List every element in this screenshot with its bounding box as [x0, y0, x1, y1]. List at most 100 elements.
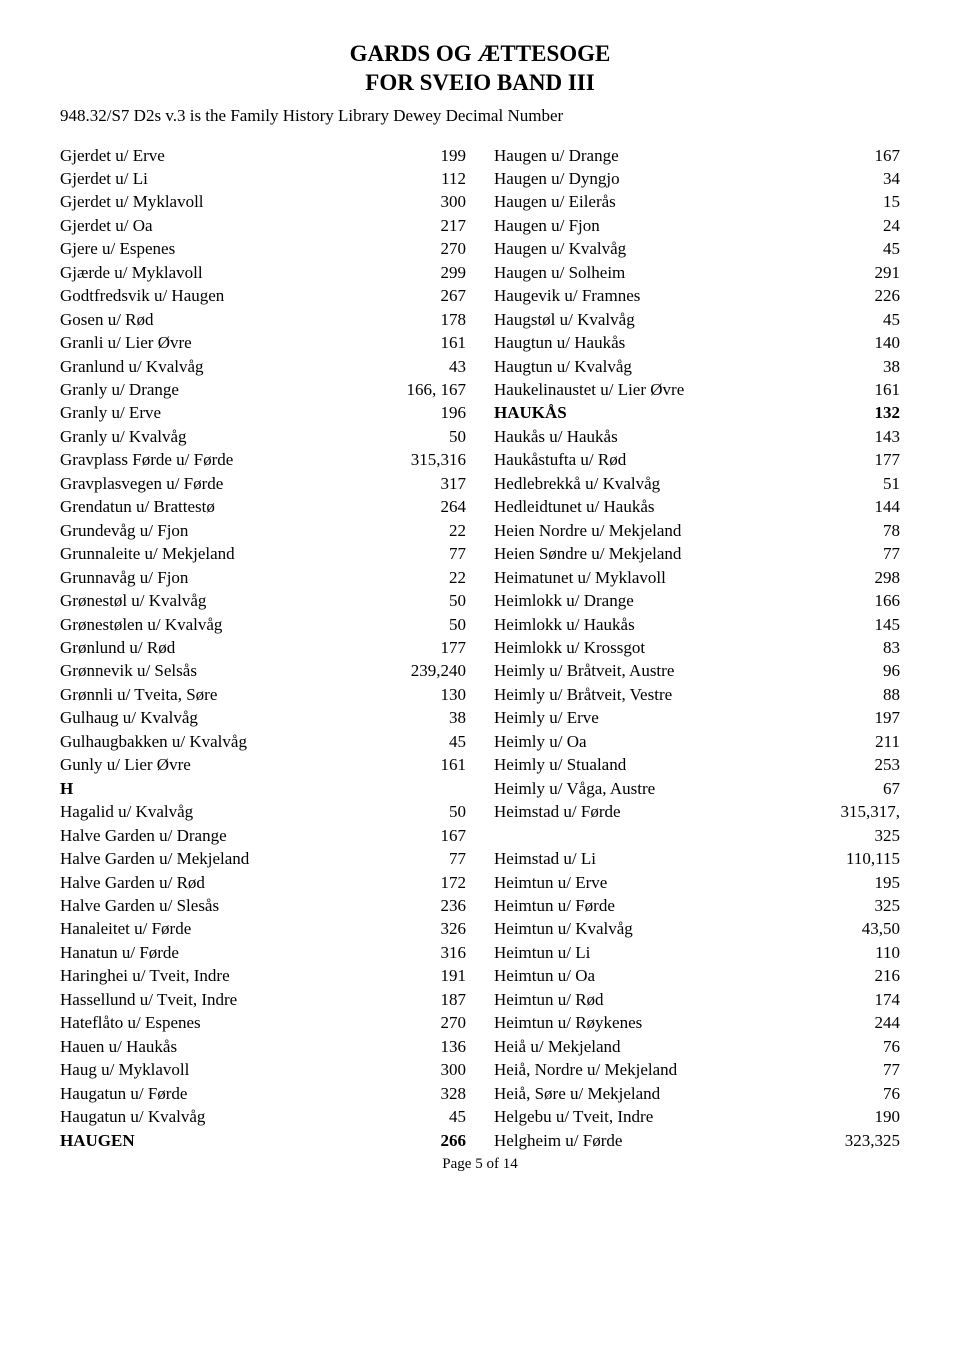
entry-name: Heimlokk u/ Drange	[494, 589, 634, 612]
index-entry: Heimlokk u/ Haukås145	[494, 613, 900, 636]
entry-name: Halve Garden u/ Mekjeland	[60, 847, 249, 870]
index-entry: Heimtun u/ Førde 325	[494, 894, 900, 917]
index-entry: Haugtun u/ Haukås140	[494, 331, 900, 354]
index-entry: Heimtun u/ Rød 174	[494, 988, 900, 1011]
entry-name: Gjere u/ Espenes	[60, 237, 175, 260]
entry-name: Heimtun u/ Rød	[494, 988, 604, 1011]
entry-page: 144	[867, 495, 901, 518]
entry-page: 226	[867, 284, 901, 307]
index-entry: Grunnaleite u/ Mekjeland 77	[60, 542, 466, 565]
entry-name: Gjærde u/ Myklavoll	[60, 261, 203, 284]
index-entry: Hassellund u/ Tveit, Indre187	[60, 988, 466, 1011]
index-entry: Heien Søndre u/ Mekjeland77	[494, 542, 900, 565]
entry-page: 216	[867, 964, 901, 987]
index-entry: Haugatun u/ Kvalvåg45	[60, 1105, 466, 1128]
entry-name: Heimtun u/ Li	[494, 941, 590, 964]
index-entry: Gravplasvegen u/ Førde317	[60, 472, 466, 495]
entry-name: Gulhaugbakken u/ Kvalvåg	[60, 730, 247, 753]
entry-page: 174	[867, 988, 901, 1011]
entry-name: Heiå, Søre u/ Mekjeland	[494, 1082, 660, 1105]
index-entry: Heimtun u/ Erve195	[494, 871, 900, 894]
right-column: Haugen u/ Drange167Haugen u/ Dyngjo34Hau…	[494, 144, 900, 1152]
entry-name: Haukelinaustet u/ Lier Øvre	[494, 378, 684, 401]
entry-name: Haugen u/ Fjon	[494, 214, 600, 237]
entry-name: Grønlund u/ Rød	[60, 636, 175, 659]
entry-name: Hanatun u/ Førde	[60, 941, 179, 964]
index-entry: Hauen u/ Haukås136	[60, 1035, 466, 1058]
page-title: GARDS OG ÆTTESOGE FOR SVEIO BAND III	[60, 40, 900, 98]
index-entry: Haugen u/ Eilerås15	[494, 190, 900, 213]
entry-name: Heimtun u/ Førde	[494, 894, 615, 917]
index-entry: Haugen u/ Solheim291	[494, 261, 900, 284]
index-entry: Haugen u/ Kvalvåg45	[494, 237, 900, 260]
entry-name: Grønnli u/ Tveita, Søre	[60, 683, 217, 706]
entry-page: 325	[867, 894, 901, 917]
entry-page: 270	[433, 1011, 467, 1034]
entry-name: Haugtun u/ Kvalvåg	[494, 355, 632, 378]
entry-name: Heimly u/ Våga, Austre	[494, 777, 655, 800]
index-entry: Hagalid u/ Kvalvåg50	[60, 800, 466, 823]
entry-page: 197	[867, 706, 901, 729]
index-entry: Haugatun u/ Førde328	[60, 1082, 466, 1105]
entry-name: Grunnavåg u/ Fjon	[60, 566, 188, 589]
index-entry: Grønnevik u/ Selsås239,240	[60, 659, 466, 682]
index-entry: Heien Nordre u/ Mekjeland78	[494, 519, 900, 542]
index-entry: Grønnli u/ Tveita, Søre130	[60, 683, 466, 706]
entry-name: Heimly u/ Erve	[494, 706, 599, 729]
entry-page: 76	[875, 1082, 900, 1105]
entry-page: 317	[433, 472, 467, 495]
index-entry: Heimtun u/ Kvalvåg43,50	[494, 917, 900, 940]
entry-page: 267	[433, 284, 467, 307]
entry-page: 316	[433, 941, 467, 964]
index-entry: Heimly u/ Stualand253	[494, 753, 900, 776]
index-entry: Helgebu u/ Tveit, Indre190	[494, 1105, 900, 1128]
entry-page: 166	[867, 589, 901, 612]
entry-name: Hauen u/ Haukås	[60, 1035, 177, 1058]
entry-page: 50	[441, 800, 466, 823]
entry-page: 83	[875, 636, 900, 659]
entry-page: 88	[875, 683, 900, 706]
entry-name: Haukås u/ Haukås	[494, 425, 618, 448]
entry-page: 45	[875, 308, 900, 331]
entry-page: 253	[867, 753, 901, 776]
entry-name: Granly u/ Kvalvåg	[60, 425, 187, 448]
index-entry: Hanaleitet u/ Førde326	[60, 917, 466, 940]
entry-name: Halve Garden u/ Slesås	[60, 894, 219, 917]
index-entry: Haringhei u/ Tveit, Indre191	[60, 964, 466, 987]
index-entry: Haugevik u/ Framnes226	[494, 284, 900, 307]
index-entry: Heimtun u/ Li110	[494, 941, 900, 964]
index-columns: Gjerdet u/ Erve199Gjerdet u/ Li112Gjerde…	[60, 144, 900, 1152]
entry-name: Haugen u/ Kvalvåg	[494, 237, 626, 260]
entry-page: 22	[441, 519, 466, 542]
index-entry: Heiå, Søre u/ Mekjeland 76	[494, 1082, 900, 1105]
entry-page: 77	[441, 542, 466, 565]
entry-name: Gjerdet u/ Erve	[60, 144, 165, 167]
index-entry: Granlund u/ Kvalvåg43	[60, 355, 466, 378]
entry-name: Haukåstufta u/ Rød	[494, 448, 626, 471]
entry-page: 300	[433, 1058, 467, 1081]
entry-name: Haugen u/ Solheim	[494, 261, 625, 284]
entry-page: 15	[875, 190, 900, 213]
index-entry: Gosen u/ Rød178	[60, 308, 466, 331]
entry-page: 140	[867, 331, 901, 354]
entry-name: Heimstad u/ Li	[494, 847, 596, 870]
index-entry: Haugen u/ Dyngjo34	[494, 167, 900, 190]
entry-page: 161	[867, 378, 901, 401]
index-entry: H	[60, 777, 466, 800]
index-entry: Godtfredsvik u/ Haugen267	[60, 284, 466, 307]
index-entry: Gulhaugbakken u/ Kvalvåg 45	[60, 730, 466, 753]
index-entry: Gjærde u/ Myklavoll299	[60, 261, 466, 284]
section-letter: H	[60, 777, 73, 800]
index-entry: Grendatun u/ Brattestø264	[60, 495, 466, 518]
entry-name: Hateflåto u/ Espenes	[60, 1011, 201, 1034]
entry-page: 45	[441, 730, 466, 753]
index-entry: Heimly u/ Bråtveit, Austre96	[494, 659, 900, 682]
entry-page: 50	[441, 613, 466, 636]
entry-page: 143	[867, 425, 901, 448]
index-entry: Heiå, Nordre u/ Mekjeland77	[494, 1058, 900, 1081]
entry-name: Grunnaleite u/ Mekjeland	[60, 542, 235, 565]
entry-page: 211	[867, 730, 900, 753]
entry-page: 178	[433, 308, 467, 331]
index-entry: Helgheim u/ Førde323,325	[494, 1129, 900, 1152]
page-footer: Page 5 of 14	[60, 1156, 900, 1173]
